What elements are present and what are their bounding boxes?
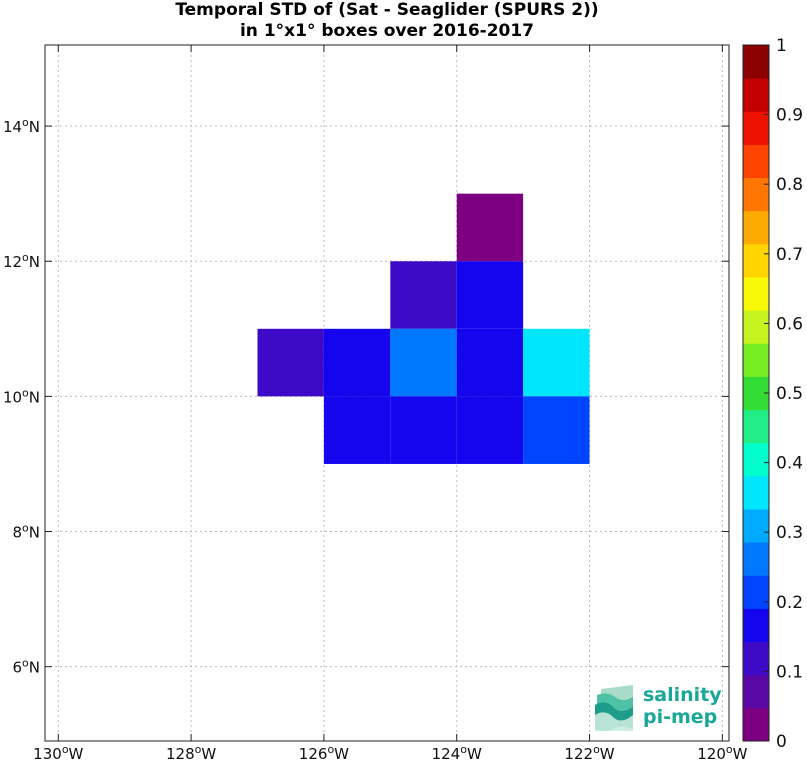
heatmap-cell-5 xyxy=(390,328,457,397)
logo-text-pi-mep: pi-mep xyxy=(643,706,718,728)
heatmap-cell-8 xyxy=(323,396,391,464)
colorbar-tick-label-6: 0.6 xyxy=(776,314,803,334)
heatmap-cell-1 xyxy=(390,261,457,329)
colorbar-segment-2 xyxy=(743,641,769,676)
heatmap-cell-2 xyxy=(456,261,524,329)
chart-title-line-2: in 1°x1° boxes over 2016-2017 xyxy=(239,21,535,41)
colorbar-segment-0 xyxy=(743,707,769,742)
colorbar-tick-label-10: 1 xyxy=(776,36,787,56)
heatmap-cell-6 xyxy=(456,328,524,397)
plot-frame xyxy=(44,44,730,742)
colorbar-tick-label-9: 0.9 xyxy=(776,106,803,126)
logo-waves-icon xyxy=(595,685,633,731)
heatmap-cell-0 xyxy=(456,193,524,262)
colorbar-tick-label-2: 0.2 xyxy=(776,593,803,613)
colorbar-segment-17 xyxy=(743,144,769,179)
colorbar-tick-label-1: 0.1 xyxy=(776,662,803,682)
heatmap-cell-11 xyxy=(523,396,590,464)
chart-title-line-1: Temporal STD of (Sat - Seaglider (SPURS … xyxy=(175,0,599,20)
colorbar-segment-3 xyxy=(743,608,769,643)
colorbar-segment-18 xyxy=(743,111,769,145)
y-tick-label-4: 14oN xyxy=(3,116,40,136)
y-tick-label-3: 12oN xyxy=(3,251,40,271)
x-tick-label-5: 120oW xyxy=(697,743,747,763)
logo-text-salinity: salinity xyxy=(643,684,722,706)
y-tick-label-2: 10oN xyxy=(3,386,40,406)
colorbar: 0 0.1 0.2 0.3 0.4 0.5 0.6 0.7 0.8 0.9 1 xyxy=(742,36,803,752)
axis-ticks: 130oW 128oW 126oW 124oW 122oW 120oW 6oN 8oN 10oN… xyxy=(3,45,748,763)
heatmap-cell-7 xyxy=(523,328,590,397)
colorbar-segment-19 xyxy=(743,78,769,112)
y-tick-label-0: 6oN xyxy=(12,657,40,677)
heatmap-cell-10 xyxy=(456,396,524,464)
colorbar-segment-9 xyxy=(743,409,769,444)
x-tick-label-1: 128oW xyxy=(166,743,216,763)
heatmap-cell-3 xyxy=(257,328,324,397)
colorbar-segment-7 xyxy=(743,475,769,510)
x-tick-label-0: 130oW xyxy=(33,743,83,763)
colorbar-segment-12 xyxy=(743,310,769,344)
colorbar-segment-20 xyxy=(743,45,769,79)
x-tick-label-2: 126oW xyxy=(299,743,349,763)
colorbar-segment-11 xyxy=(743,343,769,377)
x-tick-label-3: 124oW xyxy=(432,743,482,763)
colorbar-tick-label-3: 0.3 xyxy=(776,523,803,543)
y-tick-label-1: 8oN xyxy=(12,522,40,542)
colorbar-tick-label-0: 0 xyxy=(776,732,787,752)
colorbar-tick-label-8: 0.8 xyxy=(776,175,803,195)
colorbar-tick-label-4: 0.4 xyxy=(776,454,803,474)
salinity-pi-mep-logo: salinity pi-mep xyxy=(593,683,728,731)
heatmap-cell-4 xyxy=(323,328,391,397)
colorbar-segment-1 xyxy=(743,674,769,709)
chart-title: Temporal STD of (Sat - Seaglider (SPURS … xyxy=(45,0,729,42)
colorbar-tick-label-7: 0.7 xyxy=(776,245,803,265)
colorbar-segment-14 xyxy=(743,243,769,278)
colorbar-tick-label-5: 0.5 xyxy=(776,384,803,404)
colorbar-segment-15 xyxy=(743,210,769,245)
colorbar-segment-16 xyxy=(743,177,769,212)
heatmap-cell-9 xyxy=(390,396,457,464)
x-tick-label-4: 122oW xyxy=(564,743,614,763)
colorbar-segment-13 xyxy=(743,277,769,311)
colorbar-segment-4 xyxy=(743,575,769,609)
colorbar-segment-5 xyxy=(743,542,769,576)
heatmap-cells xyxy=(257,193,590,464)
colorbar-segment-6 xyxy=(743,509,769,543)
colorbar-segment-8 xyxy=(743,442,769,477)
